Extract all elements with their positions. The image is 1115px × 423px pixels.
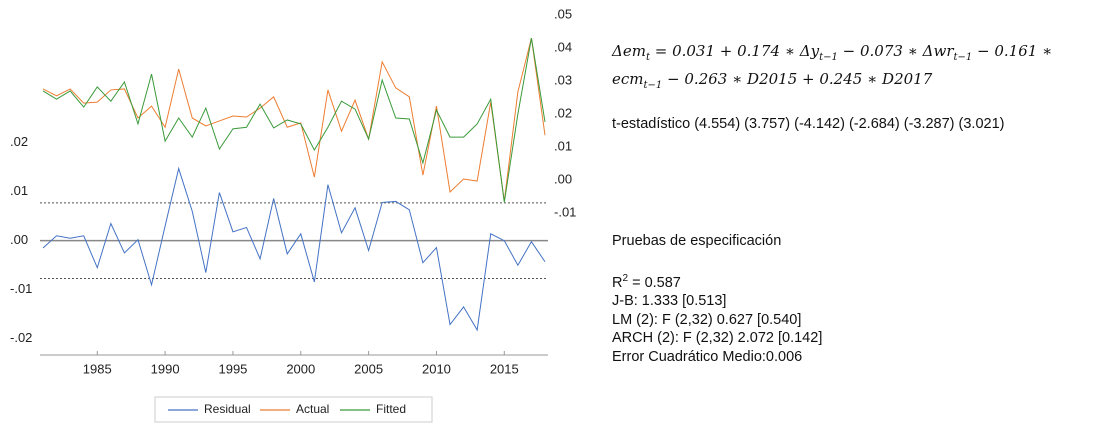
y2-tick-label: .00 — [554, 171, 572, 186]
test-line: LM (2): F (2,32) 0.627 [0.540] — [612, 311, 802, 328]
x-tick-label: 1990 — [151, 361, 180, 376]
y-tick-label: .00 — [10, 232, 28, 247]
x-tick-label: 2000 — [286, 361, 315, 376]
x-tick-label: 2010 — [422, 361, 451, 376]
test-line: Error Cuadrático Medio:0.006 — [612, 348, 803, 365]
series-line — [42, 166, 546, 332]
equation-sub: t−1 — [819, 52, 838, 63]
y2-tick-label: .02 — [554, 105, 572, 120]
legend-box — [154, 396, 433, 423]
y2-tick-label: .01 — [554, 138, 572, 153]
test-line: J-B: 1.333 [0.513] — [612, 293, 727, 309]
tests: J-B: 1.333 [0.513] LM (2): F (2,32) 0.627… — [612, 292, 822, 366]
y2-tick-label: -.01 — [554, 204, 576, 219]
equation-sub: t−1 — [643, 80, 663, 91]
legend-label: Actual — [296, 402, 329, 416]
x-tick-label: 1995 — [218, 361, 247, 376]
equation-text: − 0.263 ∗ D2015 + 0.245 ∗ D2017 — [662, 70, 933, 88]
y2-tick-label: .04 — [554, 39, 572, 54]
r2-sup: 2 — [622, 273, 629, 284]
r2-value: = 0.587 — [628, 274, 681, 291]
equation-text: − 0.161 ∗ — [972, 42, 1053, 60]
t-stats: t-estadístico (4.554) (3.757) (-4.142) (… — [612, 116, 1005, 132]
equation-text: ecm — [612, 70, 644, 88]
legend-label: Fitted — [376, 402, 406, 416]
tests-title: Pruebas de especificación — [612, 233, 782, 249]
series-line — [42, 37, 546, 202]
y-tick-label: .01 — [10, 183, 28, 198]
legend-label: Residual — [204, 402, 251, 416]
y-tick-label: -.01 — [10, 281, 32, 296]
equation-line: ecmt−1 − 0.263 ∗ D2015 + 0.245 ∗ D2017 — [612, 70, 932, 91]
y2-tick-label: .03 — [554, 72, 572, 87]
y2-tick-label: .05 — [554, 6, 572, 21]
chart: -.02 -.01 .00 .01 .02 -.01 .00 .01 .02 .03 .04 .05 1… — [10, 6, 576, 423]
test-line: ARCH (2): F (2,32) 2.072 [0.142] — [612, 330, 823, 346]
equation-sub: t — [645, 52, 650, 63]
y-tick-label: -.02 — [10, 330, 32, 345]
equation-text: = 0.031 + 0.174 ∗ Δy — [649, 42, 820, 60]
equation-text: − 0.073 ∗ Δwr — [837, 42, 954, 60]
x-tick-label: 2005 — [354, 361, 383, 376]
r2-label: R — [612, 274, 623, 291]
equation-sub: t−1 — [953, 52, 973, 63]
equation-line: Δemt = 0.031 + 0.174 ∗ Δyt−1 − 0.073 ∗ Δ… — [612, 42, 1052, 63]
equation-text: Δem — [612, 42, 646, 60]
r2: R2 = 0.587 — [612, 273, 681, 291]
series-line — [42, 38, 546, 203]
x-tick-label: 1985 — [83, 361, 112, 376]
y-tick-label: .02 — [10, 134, 28, 149]
x-tick-label: 2015 — [490, 361, 519, 376]
